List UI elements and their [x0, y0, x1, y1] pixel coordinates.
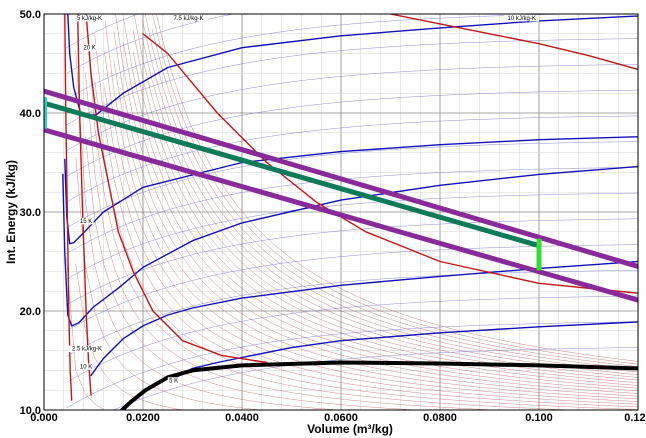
dense-isentrope-line [142, 38, 638, 376]
curve-annotation: 20 K [83, 46, 95, 52]
dense-isotherm-line [66, 295, 638, 383]
dense-isentrope-line [85, 14, 580, 410]
isentrope-line [142, 33, 638, 294]
isentrope-line [389, 14, 638, 71]
isotherm-line [67, 14, 638, 116]
annotation-background [81, 44, 98, 52]
process-line-purple [44, 88, 638, 269]
curve-annotation: 5 K [169, 378, 178, 384]
dense-isentrope-line [104, 51, 638, 402]
x-tick-label: 0.120 [624, 412, 646, 424]
dense-isentrope-line [123, 18, 638, 386]
plot-border [43, 13, 639, 411]
x-tick-label: 0.0200 [126, 412, 160, 424]
curve-annotation: 5 kJ/kg-K [77, 16, 102, 22]
curve-annotation: 10 kJ/kg-K [507, 16, 535, 22]
dense-isotherm-line [66, 167, 638, 254]
curve-annotation: 15 K [80, 219, 92, 225]
curve-annotation: 2.5 kJ/kg-K [72, 347, 102, 353]
x-tick-label: 0.0800 [423, 412, 457, 424]
dense-isentrope-line [66, 256, 106, 410]
process-line-purple [44, 127, 638, 303]
tick-labels: 0.000 0.0200 0.0400 0.0600 0.0800 0.100 0.120 1… [20, 9, 646, 424]
isentrope-line [85, 14, 268, 364]
y-axis-label: Int. Energy (kJ/kg) [4, 160, 18, 264]
dense-isotherm-line [66, 192, 638, 280]
dense-isotherm-line [66, 64, 638, 151]
dense-isotherm-line [66, 38, 638, 126]
dense-isentrope-line [132, 51, 638, 384]
annotation-background [169, 14, 208, 22]
dense-isentrope-line [75, 263, 185, 410]
curve-annotation: 7.5 kJ/kg-K [174, 16, 204, 22]
annotations: 5 kJ/kg-K 7.5 kJ/kg-K 10 kJ/kg-K 20 K 15 K 2.… [67, 14, 540, 384]
dense-isentrope-line [145, 14, 638, 370]
dense-isentrope-line [104, 87, 638, 405]
dense-isentrope-line [94, 35, 638, 408]
annotation-background [78, 363, 94, 370]
y-tick-label: 30.0 [20, 207, 41, 219]
dense-isotherm-line [66, 115, 638, 203]
dense-isotherm-line [66, 244, 638, 332]
annotation-background [167, 377, 180, 384]
annotation-background [67, 345, 107, 353]
annotation-background [78, 217, 94, 225]
dense-isentrope-line [75, 157, 264, 410]
isotherm-line [90, 260, 638, 377]
dense-isotherm-line [66, 141, 638, 229]
dense-isentrope-line [85, 136, 422, 410]
x-tick-label: 0.100 [525, 412, 553, 424]
dense-isotherm-line [66, 218, 638, 306]
process-line-green [44, 100, 542, 249]
isentrope-line [77, 14, 92, 396]
curve-annotation: 10 K [80, 364, 92, 370]
dense-isentrope-line [151, 28, 638, 367]
x-tick-label: 0.0400 [225, 412, 259, 424]
dense-isotherm-line [66, 14, 235, 74]
x-axis-label: Volume (m³/kg) [307, 422, 393, 436]
y-tick-label: 20.0 [20, 306, 41, 318]
y-tick-label: 10.0 [20, 405, 41, 417]
dense-isentrope-line [152, 14, 638, 365]
dense-isentrope-line [113, 31, 638, 394]
y-tick-label: 50.0 [20, 9, 41, 21]
dense-isentrope-line [94, 81, 638, 410]
annotation-background [73, 14, 106, 22]
y-tick-label: 40.0 [20, 108, 41, 120]
dense-isentrope-line [132, 29, 638, 381]
dense-isotherm-line [66, 14, 584, 100]
dense-isentrope-line [142, 19, 638, 373]
dense-isentrope-line [104, 15, 638, 400]
isotherm-line [172, 321, 638, 380]
isotherm-line [64, 136, 638, 245]
dense-isentrope-line [115, 14, 638, 392]
dense-isotherm-line [112, 347, 638, 410]
x-tick-label: 0.0600 [324, 412, 358, 424]
plot-frame [43, 13, 639, 411]
dense-isentrope-line [156, 14, 638, 362]
series-lines [44, 14, 638, 410]
dense-isotherm-line [66, 321, 638, 409]
saturation-line [120, 360, 638, 410]
dense-isentrope-line [85, 72, 500, 410]
x-tick-label: 0.000 [30, 412, 58, 424]
dense-isentrope-line [123, 43, 638, 389]
dense-isentrope-line [113, 61, 638, 397]
annotation-background [504, 14, 540, 22]
